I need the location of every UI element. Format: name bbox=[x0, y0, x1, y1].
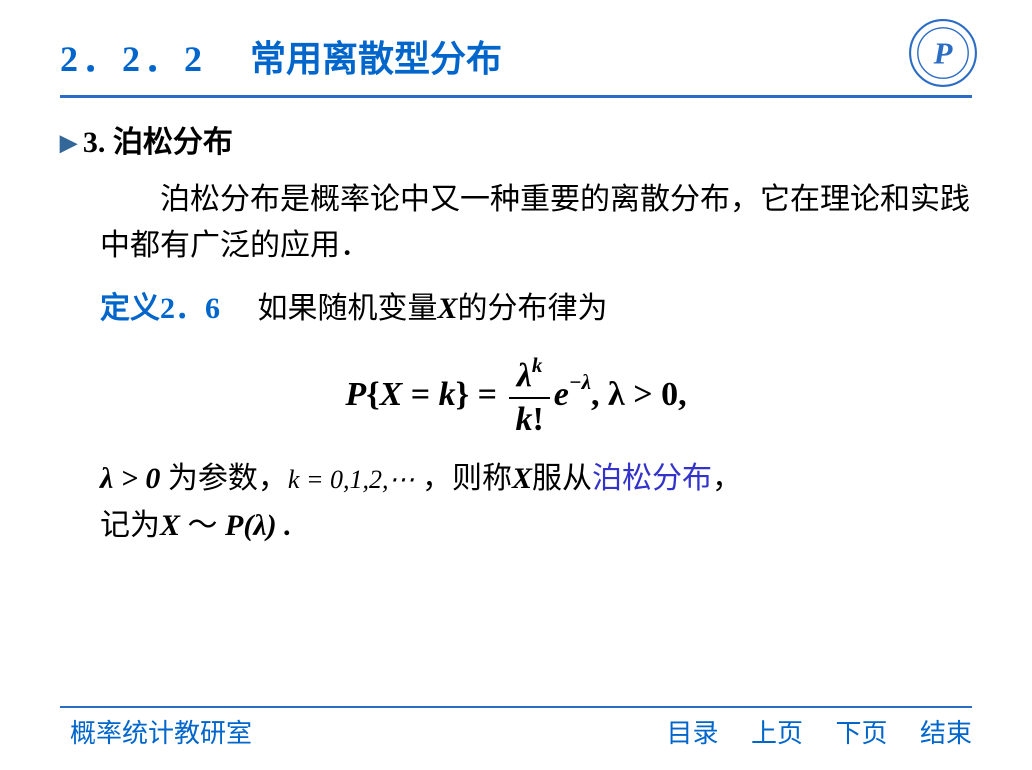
frac-num-exp: k bbox=[532, 353, 543, 377]
nav-next-link[interactable]: 下页 bbox=[835, 719, 887, 748]
formula-eq1: = bbox=[402, 376, 438, 413]
nav-prev-link[interactable]: 上页 bbox=[751, 719, 803, 748]
formula-P: P bbox=[345, 376, 366, 413]
footer-divider bbox=[60, 706, 972, 708]
lambda-gt-zero: λ > 0 bbox=[100, 462, 160, 495]
formula-X: X bbox=[380, 376, 403, 413]
definition-text-post: 的分布律为 bbox=[458, 292, 608, 325]
formula-e: e bbox=[554, 376, 569, 413]
is-param: 为参数， bbox=[160, 462, 288, 495]
header-divider bbox=[60, 95, 972, 98]
tilde: ～ bbox=[180, 509, 225, 542]
formula-brace-open: { bbox=[366, 376, 379, 413]
p-lambda: P(λ) . bbox=[225, 509, 292, 542]
bullet-icon: ▶ bbox=[60, 130, 77, 155]
intro-paragraph: 泊松分布是概率论中又一种重要的离散分布，它在理论和实践中都有广泛的应用． bbox=[100, 177, 972, 270]
item-number: 3. bbox=[83, 126, 106, 159]
frac-num-base: λ bbox=[517, 357, 532, 394]
slide-header: 2．2．2 常用离散型分布 bbox=[60, 30, 972, 82]
formula-k: k bbox=[439, 376, 456, 413]
formula-e-exp: −λ bbox=[569, 370, 591, 394]
university-logo-icon: P bbox=[908, 18, 978, 88]
definition-label: 定义2．6 bbox=[100, 292, 220, 325]
slide: 2．2．2 常用离散型分布 P ▶3. 泊松分布 泊松分布是概率论中又一种重要的… bbox=[0, 0, 1032, 770]
logo-letter: P bbox=[933, 37, 953, 71]
formula-tail: , λ > 0, bbox=[591, 376, 687, 413]
definition-line: 定义2．6 如果随机变量X的分布律为 bbox=[100, 286, 972, 333]
then-call-pre: ，则称 bbox=[415, 462, 513, 495]
nav-toc-link[interactable]: 目录 bbox=[666, 719, 718, 748]
written-as-pre: 记为 bbox=[100, 509, 160, 542]
formula-eq2: = bbox=[469, 376, 505, 413]
definition-variable-x: X bbox=[438, 292, 458, 325]
topic-heading: ▶3. 泊松分布 bbox=[60, 120, 972, 167]
section-number: 2．2．2 bbox=[60, 30, 206, 82]
k-values: k = 0,1,2,⋯ bbox=[288, 465, 415, 494]
footer-dept: 概率统计教研室 bbox=[70, 719, 252, 748]
post-formula-text: λ > 0 为参数，k = 0,1,2,⋯ ，则称X服从泊松分布， 记为X ～ … bbox=[100, 456, 972, 549]
slide-footer: 概率统计教研室 目录 上页 下页 结束 bbox=[70, 713, 972, 750]
definition-text-pre: 如果随机变量 bbox=[258, 292, 438, 325]
frac-den-fact: ! bbox=[532, 401, 543, 438]
comma: ， bbox=[712, 462, 742, 495]
formula-fraction: λkk! bbox=[509, 356, 549, 438]
footer-nav: 目录 上页 下页 结束 bbox=[640, 713, 972, 750]
formula-brace-close: } bbox=[456, 376, 469, 413]
nav-end-link[interactable]: 结束 bbox=[920, 719, 972, 748]
frac-den-k: k bbox=[515, 401, 532, 438]
slide-body: ▶3. 泊松分布 泊松分布是概率论中又一种重要的离散分布，它在理论和实践中都有广… bbox=[60, 120, 972, 549]
poisson-term: 泊松分布 bbox=[592, 462, 712, 495]
variable-x: X bbox=[512, 462, 532, 495]
variable-x2: X bbox=[160, 509, 180, 542]
then-call-post: 服从 bbox=[532, 462, 592, 495]
section-title: 常用离散型分布 bbox=[250, 39, 502, 79]
poisson-formula: P{X = k} = λkk!e−λ, λ > 0, bbox=[60, 356, 972, 438]
item-title: 泊松分布 bbox=[113, 126, 233, 159]
